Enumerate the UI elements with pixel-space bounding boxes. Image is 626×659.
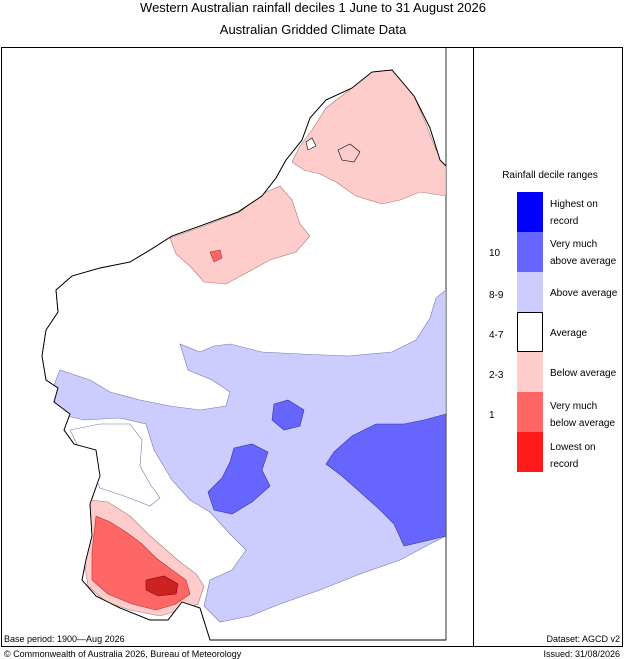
base-period: Base period: 1900—Aug 2026 — [4, 634, 125, 644]
legend-swatch-below — [517, 352, 543, 392]
coastline — [41, 69, 447, 641]
legend-swatch-average — [517, 312, 543, 352]
copyright: © Commonwealth of Australia 2026, Bureau… — [4, 649, 242, 659]
decile-10: 10 — [489, 248, 501, 259]
issued-date: Issued: 31/08/2026 — [543, 649, 620, 659]
dataset-label: Dataset: AGCD v2 — [546, 634, 620, 644]
legend-divider — [473, 47, 474, 647]
legend-swatch-lowest — [517, 432, 543, 472]
region-very-below-pilbara-spot — [209, 249, 223, 263]
legend-swatch-above — [517, 272, 543, 312]
decile-4-7: 4-7 — [489, 330, 504, 341]
region-very-above-east — [325, 413, 446, 547]
legend-label-lowest: Lowest on record — [550, 442, 596, 470]
region-very-above-central — [207, 443, 271, 515]
decile-8-9: 8-9 — [489, 290, 504, 301]
island — [337, 143, 361, 163]
legend-label-highest: Highest on record — [550, 199, 598, 227]
island — [305, 137, 317, 151]
region-lowest-on-record — [145, 575, 179, 597]
western-australia-map — [41, 48, 447, 641]
decile-1: 1 — [489, 410, 495, 421]
map-frame — [1, 47, 623, 647]
legend-label-below: Below average — [550, 368, 617, 379]
legend-title: Rainfall decile ranges — [502, 170, 598, 181]
legend-label-average: Average — [550, 328, 588, 339]
legend-label-very-above: Very much above average — [550, 239, 617, 267]
legend-swatch-very-above — [517, 232, 543, 272]
map-title: Western Australian rainfall deciles 1 Ju… — [140, 0, 486, 15]
region-very-above-north-spot — [271, 399, 305, 431]
decile-2-3: 2-3 — [489, 370, 504, 381]
legend-label-above: Above average — [550, 288, 618, 299]
legend-swatch-very-below — [517, 392, 543, 432]
legend-swatch-highest — [517, 192, 543, 232]
map-subtitle: Australian Gridded Climate Data — [219, 22, 407, 37]
legend-label-very-below: Very much below average — [550, 401, 616, 429]
